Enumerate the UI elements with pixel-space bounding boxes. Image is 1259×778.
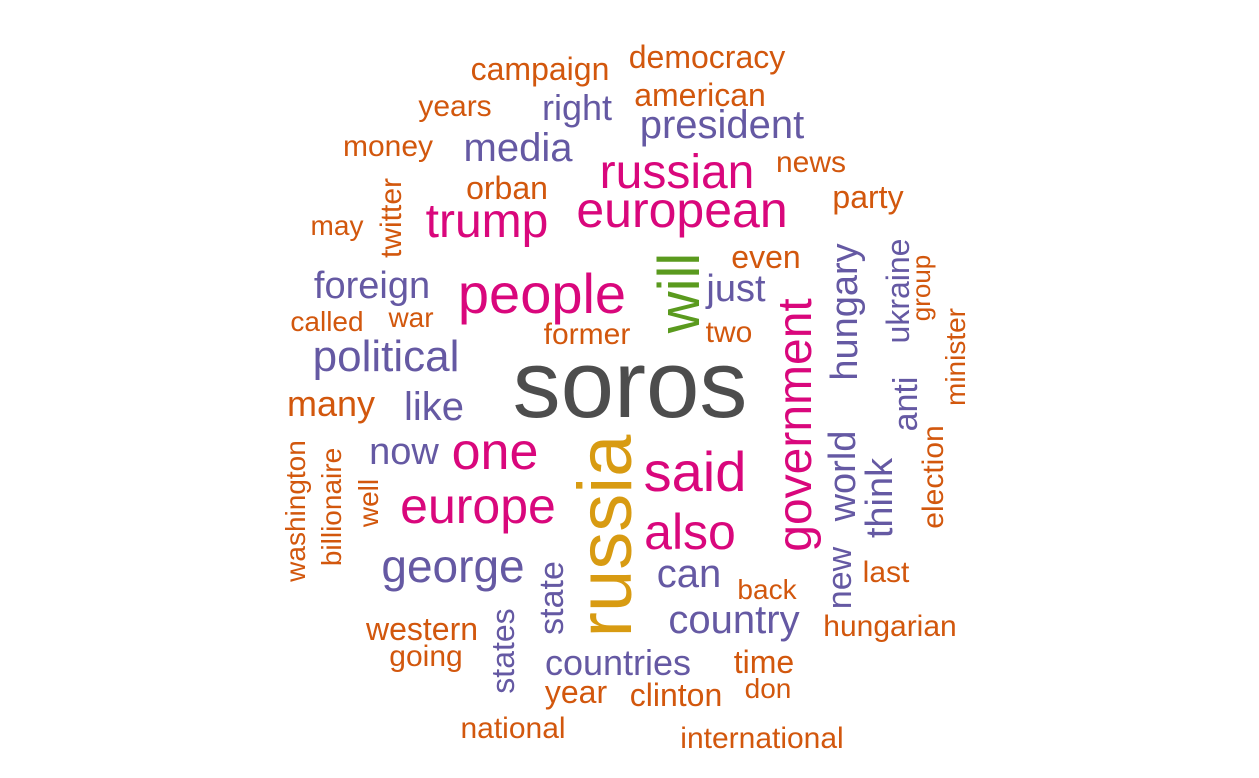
word-new: new bbox=[821, 546, 859, 610]
word-political: political bbox=[312, 332, 460, 381]
word-states: states bbox=[485, 608, 521, 694]
word-democracy: democracy bbox=[628, 39, 786, 75]
word-george: george bbox=[381, 540, 525, 592]
word-like: like bbox=[403, 385, 465, 429]
word-world: world bbox=[822, 430, 864, 522]
word-news: news bbox=[775, 146, 847, 179]
word-media: media bbox=[463, 126, 573, 170]
word-soros: soros bbox=[512, 331, 748, 438]
word-trump: trump bbox=[425, 195, 549, 248]
word-one: one bbox=[451, 423, 539, 481]
word-president: president bbox=[639, 103, 805, 147]
word-may: may bbox=[310, 210, 364, 241]
word-russian: russian bbox=[599, 146, 755, 199]
word-group: group bbox=[906, 254, 936, 322]
word-party: party bbox=[832, 179, 904, 215]
word-government: government bbox=[769, 298, 822, 552]
word-now: now bbox=[369, 431, 439, 473]
word-will: will bbox=[647, 252, 712, 334]
word-hungarian: hungarian bbox=[823, 610, 957, 643]
word-back: back bbox=[737, 574, 797, 605]
word-campaign: campaign bbox=[470, 51, 610, 87]
word-clinton: clinton bbox=[629, 677, 723, 713]
word-well: well bbox=[353, 478, 384, 528]
word-last: last bbox=[862, 556, 910, 589]
word-said: said bbox=[643, 440, 747, 503]
word-think: think bbox=[859, 457, 901, 539]
word-even: even bbox=[731, 239, 801, 275]
word-year: year bbox=[544, 674, 608, 710]
word-foreign: foreign bbox=[313, 265, 431, 307]
word-just: just bbox=[706, 268, 766, 310]
word-election: election bbox=[917, 425, 950, 529]
word-anti: anti bbox=[887, 376, 925, 432]
word-countries: countries bbox=[544, 642, 692, 683]
word-war: war bbox=[388, 302, 434, 333]
word-going: going bbox=[389, 640, 463, 673]
word-many: many bbox=[286, 383, 376, 424]
word-right: right bbox=[541, 87, 613, 128]
word-years: years bbox=[418, 90, 492, 123]
word-state: state bbox=[533, 561, 571, 635]
word-washington: washington bbox=[280, 440, 311, 582]
word-money: money bbox=[342, 130, 434, 163]
word-european: european bbox=[576, 182, 788, 238]
word-don: don bbox=[744, 673, 792, 704]
word-europe: europe bbox=[400, 478, 556, 534]
word-international: international bbox=[680, 722, 844, 755]
word-country: country bbox=[668, 598, 800, 642]
word-hungary: hungary bbox=[824, 243, 866, 381]
word-former: former bbox=[543, 318, 631, 351]
word-minister: minister bbox=[940, 307, 971, 407]
word-can: can bbox=[656, 552, 722, 596]
word-also: also bbox=[644, 504, 736, 560]
word-orban: orban bbox=[466, 170, 548, 206]
word-billionaire: billionaire bbox=[316, 447, 347, 567]
word-people: people bbox=[457, 262, 627, 325]
word-twitter: twitter bbox=[375, 177, 408, 259]
word-russia: russia bbox=[563, 434, 648, 638]
word-two: two bbox=[705, 316, 753, 349]
word-american: american bbox=[634, 77, 766, 113]
word-time: time bbox=[733, 644, 795, 680]
word-national: national bbox=[460, 712, 566, 745]
word-western: western bbox=[365, 611, 479, 647]
word-called: called bbox=[290, 306, 364, 337]
